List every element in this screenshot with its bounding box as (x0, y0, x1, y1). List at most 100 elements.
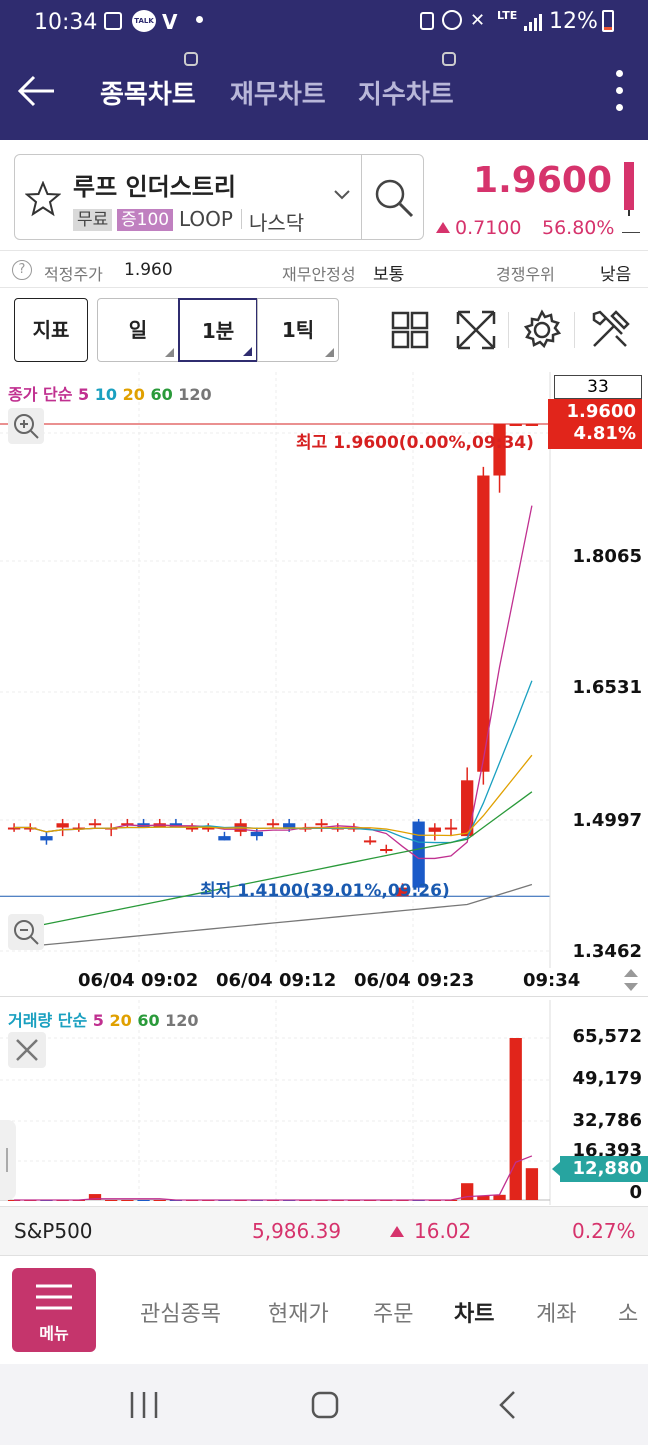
grid-layout-icon[interactable] (386, 306, 434, 354)
candle (363, 840, 377, 843)
app-bar: 종목차트 재무차트 지수차트 (0, 46, 648, 140)
margin-badge: 증100 (117, 209, 174, 231)
close-icon[interactable] (8, 1032, 46, 1068)
tab-finance-chart[interactable]: 재무차트 (230, 80, 326, 110)
vol-ma-120-label: 120 (165, 1011, 199, 1030)
current-volume-tag: 12,880 (560, 1156, 648, 1182)
vol-ma-20-label: 20 (109, 1011, 132, 1030)
volume-y-label: 49,179 (572, 1068, 642, 1089)
nav-more[interactable]: 소 (618, 1302, 639, 1327)
candle (477, 475, 490, 772)
candle (121, 823, 134, 826)
tab-index-chart[interactable]: 지수차트 (358, 80, 454, 110)
help-icon[interactable]: ? (12, 260, 32, 280)
divider (0, 996, 648, 997)
system-nav-bar (0, 1364, 648, 1445)
stability-label: 재무안정성 (282, 265, 356, 284)
volume-legend-label: 거래량 단순 (8, 1011, 88, 1030)
nav-current-price[interactable]: 현재가 (268, 1302, 329, 1327)
nav-order[interactable]: 주문 (373, 1302, 414, 1327)
up-triangle-icon (436, 222, 450, 233)
ma-60-label: 60 (150, 385, 173, 404)
battery-icon (602, 10, 614, 32)
tab-stock-chart[interactable]: 종목차트 (100, 80, 196, 110)
volume-chart[interactable]: 거래량 단순 5 20 60 120 65,572 49,179 32,786 … (0, 1000, 648, 1210)
dropdown-triangle-icon (325, 348, 334, 357)
period-tick-button[interactable]: 1틱 (257, 298, 339, 362)
menu-label: 메뉴 (39, 1324, 69, 1343)
tools-icon[interactable] (586, 306, 634, 354)
dash (622, 232, 640, 233)
panel-resize-icon[interactable] (620, 966, 642, 994)
ticker: LOOP (179, 207, 233, 231)
volume-y-label: 16,393 (572, 1140, 642, 1161)
period-minute-label: 1분 (201, 319, 235, 343)
fullscreen-icon[interactable] (452, 306, 500, 354)
moving-average-line (14, 754, 533, 837)
price-candle (624, 162, 634, 210)
more-vert-icon[interactable] (616, 70, 624, 116)
period-day-button[interactable]: 일 (97, 298, 179, 362)
candle (396, 887, 409, 897)
zoom-out-icon[interactable] (8, 914, 44, 950)
moving-average-line (14, 505, 533, 860)
ma-10-label: 10 (94, 385, 118, 404)
x-axis-label: 09:34 (523, 970, 581, 991)
back-icon[interactable] (496, 1390, 518, 1420)
index-name: S&P500 (14, 1219, 93, 1243)
period-minute-button[interactable]: 1분 (178, 298, 258, 362)
volume-bar (153, 1200, 166, 1201)
price-chart-canvas[interactable] (0, 372, 648, 968)
price-candle-wick (628, 210, 630, 216)
side-drawer-handle[interactable] (0, 1120, 16, 1200)
network-label: LTE (497, 9, 518, 22)
candle (493, 424, 506, 476)
volume-ma-line (14, 1155, 533, 1201)
status-time: 10:34 (34, 10, 98, 35)
candle (266, 823, 280, 826)
candle (428, 827, 441, 832)
menu-button[interactable]: 메뉴 (12, 1268, 96, 1352)
x-axis-label: 06/04 09:12 (216, 970, 337, 991)
volume-bar (121, 1200, 134, 1201)
candle (525, 424, 539, 426)
back-arrow-icon[interactable] (16, 74, 56, 108)
candle-count-box[interactable]: 33 (554, 375, 642, 399)
nav-watchlist[interactable]: 관심종목 (140, 1302, 221, 1327)
dropdown-triangle-icon (165, 348, 174, 357)
search-icon[interactable] (373, 177, 415, 219)
price-chart[interactable]: 종가 단순 5 10 20 60 120 33 1.9600 4.81% 최고 … (0, 372, 648, 968)
candle (412, 821, 425, 888)
chevron-down-icon[interactable] (333, 189, 351, 201)
candle (88, 823, 102, 826)
up-triangle-icon (390, 1226, 404, 1237)
home-icon[interactable] (310, 1390, 340, 1420)
market: 나스닥 (249, 211, 305, 235)
divider (241, 209, 242, 229)
index-ticker-bar[interactable]: S&P500 5,986.39 16.02 0.27% (0, 1206, 648, 1256)
zoom-in-icon[interactable] (8, 408, 44, 444)
nav-chart[interactable]: 차트 (454, 1302, 495, 1327)
fair-price-label: 적정주가 (44, 265, 103, 284)
indicator-button[interactable]: 지표 (14, 298, 88, 362)
y-axis-label: 1.8065 (572, 546, 642, 567)
recent-apps-icon[interactable] (128, 1390, 160, 1420)
volume-bar (493, 1194, 506, 1200)
volume-bar (509, 1038, 522, 1200)
star-icon[interactable] (25, 181, 61, 217)
period-day-label: 일 (128, 318, 148, 342)
settings-gear-icon[interactable] (518, 306, 566, 354)
volume-bar (88, 1194, 102, 1200)
candle (283, 823, 296, 828)
bottom-nav: 메뉴 관심종목 현재가 주문 차트 계좌 소 (0, 1256, 648, 1364)
stock-selector[interactable]: 루프 인더스트리 무료 증100 LOOP 나스닥 (14, 154, 424, 240)
signal-icon (524, 12, 542, 31)
current-price-tag-value: 1.9600 (566, 401, 636, 422)
stability-value: 보통 (373, 265, 405, 285)
sim-icon (420, 12, 434, 30)
app-notify-icon: V (162, 10, 178, 34)
ma-20-label: 20 (122, 385, 145, 404)
nav-account[interactable]: 계좌 (536, 1302, 577, 1327)
current-price-tag-pct: 4.81% (573, 423, 636, 444)
volume-chart-canvas[interactable] (0, 1000, 648, 1210)
